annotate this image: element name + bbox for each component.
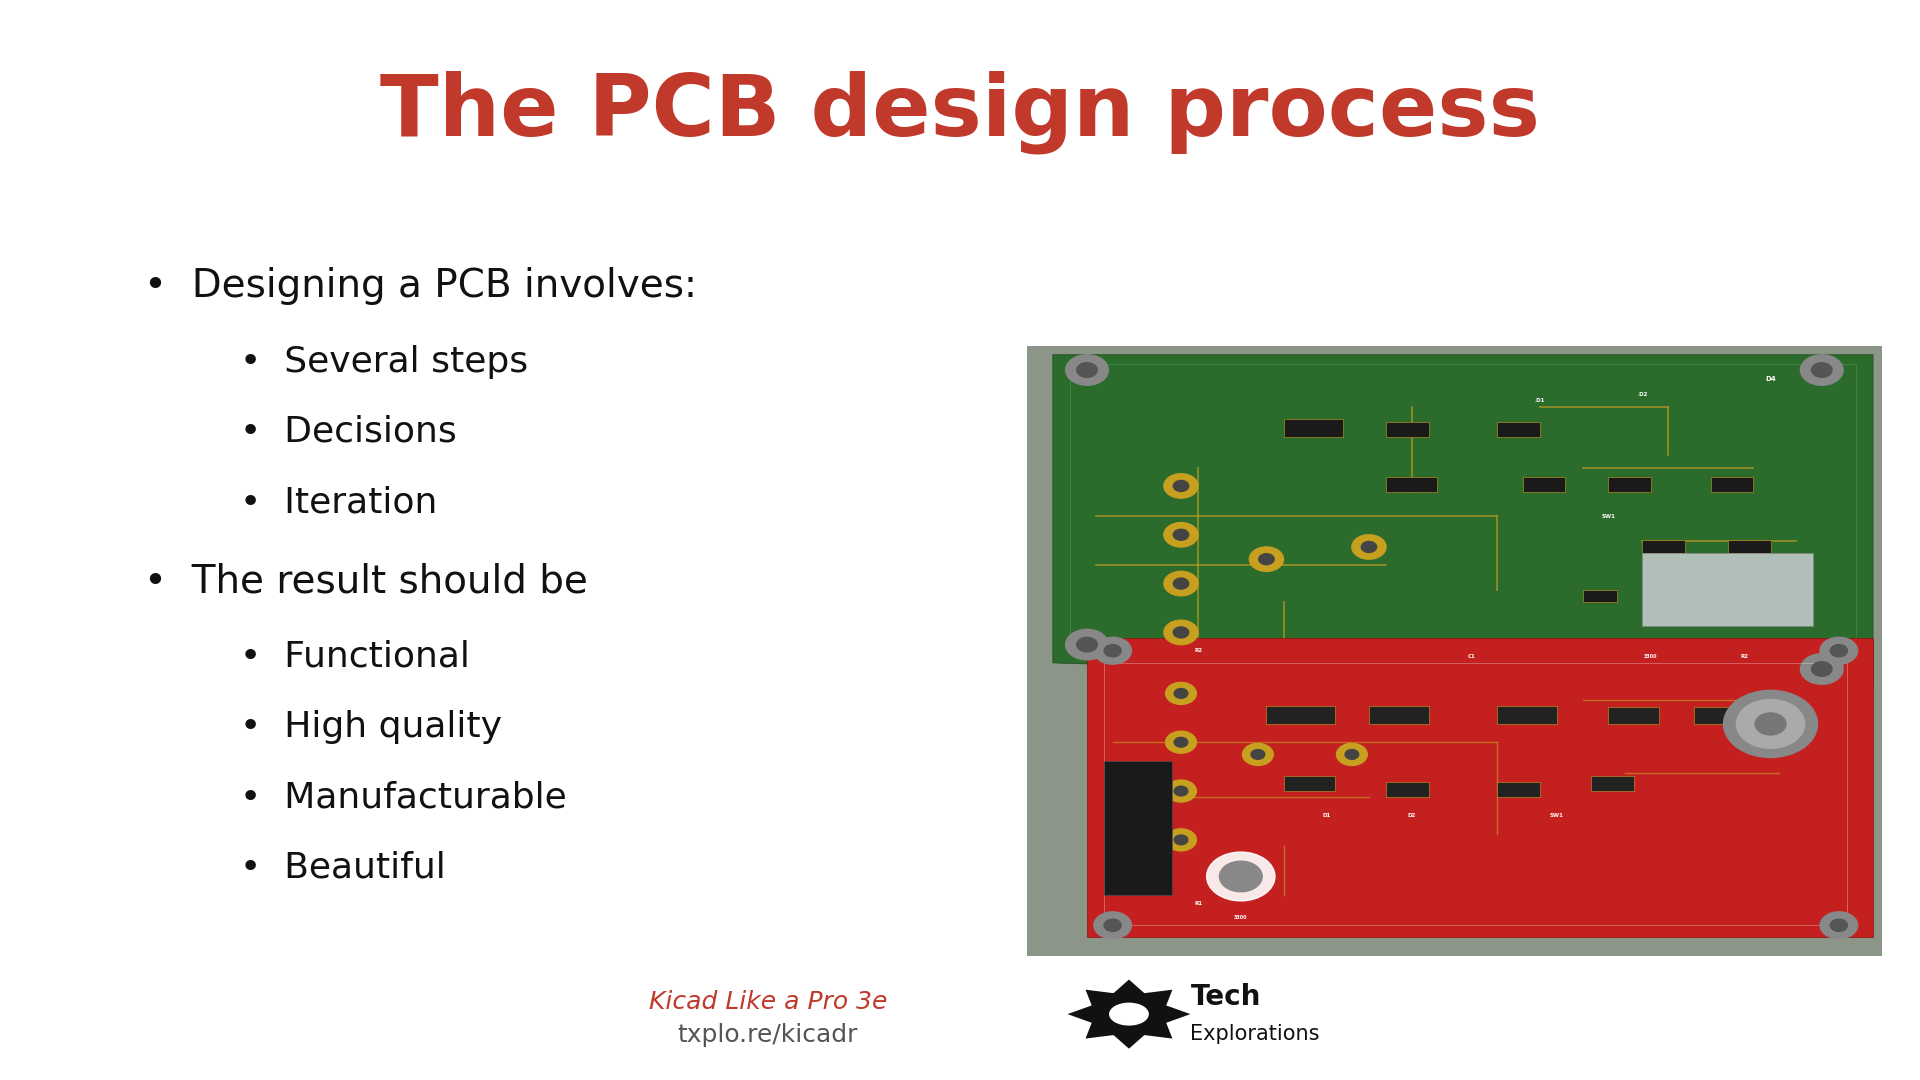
FancyBboxPatch shape <box>1642 540 1686 553</box>
Circle shape <box>1801 354 1843 386</box>
Circle shape <box>1165 731 1196 753</box>
Circle shape <box>1242 743 1273 766</box>
Text: •  Several steps: • Several steps <box>240 345 528 379</box>
Circle shape <box>1164 523 1198 546</box>
Circle shape <box>1820 912 1859 939</box>
FancyBboxPatch shape <box>1711 476 1753 492</box>
Circle shape <box>1094 912 1131 939</box>
Circle shape <box>1175 786 1188 796</box>
FancyBboxPatch shape <box>1283 775 1334 791</box>
Circle shape <box>1336 743 1367 766</box>
Circle shape <box>1812 662 1832 676</box>
Circle shape <box>1812 363 1832 377</box>
Text: 3300: 3300 <box>1644 654 1657 659</box>
Circle shape <box>1164 620 1198 645</box>
Circle shape <box>1361 541 1377 553</box>
Text: R2: R2 <box>1194 648 1202 653</box>
Circle shape <box>1175 689 1188 699</box>
Text: •  Beautiful: • Beautiful <box>240 850 445 885</box>
FancyBboxPatch shape <box>1386 782 1428 797</box>
Text: SW1: SW1 <box>1601 514 1615 519</box>
Circle shape <box>1173 578 1188 589</box>
Circle shape <box>1755 713 1786 734</box>
Text: •  Iteration: • Iteration <box>240 485 438 519</box>
Circle shape <box>1165 683 1196 704</box>
Polygon shape <box>1087 638 1874 937</box>
Text: D1: D1 <box>1323 813 1331 818</box>
FancyBboxPatch shape <box>1104 760 1173 894</box>
Circle shape <box>1173 626 1188 638</box>
Text: D2: D2 <box>1407 813 1415 818</box>
FancyBboxPatch shape <box>1283 419 1344 437</box>
Circle shape <box>1104 919 1121 931</box>
Text: .D1: .D1 <box>1534 399 1546 403</box>
Circle shape <box>1252 750 1265 759</box>
Text: •  Manufacturable: • Manufacturable <box>240 780 566 814</box>
Text: .D2: .D2 <box>1638 392 1647 397</box>
Polygon shape <box>1068 980 1190 1049</box>
FancyBboxPatch shape <box>1642 553 1812 626</box>
Text: •  High quality: • High quality <box>240 710 501 744</box>
Circle shape <box>1164 474 1198 498</box>
Text: •  Decisions: • Decisions <box>240 415 457 449</box>
Text: C1: C1 <box>1467 654 1475 659</box>
FancyBboxPatch shape <box>1609 706 1659 724</box>
Circle shape <box>1066 630 1108 660</box>
Circle shape <box>1830 919 1847 931</box>
Circle shape <box>1173 529 1188 540</box>
Text: R1: R1 <box>1194 902 1202 906</box>
Circle shape <box>1736 700 1805 748</box>
Circle shape <box>1175 835 1188 845</box>
Text: The PCB design process: The PCB design process <box>380 70 1540 153</box>
Text: •  Functional: • Functional <box>240 639 470 674</box>
Circle shape <box>1352 535 1386 559</box>
Circle shape <box>1346 750 1359 759</box>
Text: Kicad Like a Pro 3e: Kicad Like a Pro 3e <box>649 990 887 1014</box>
FancyBboxPatch shape <box>1386 422 1428 437</box>
Circle shape <box>1165 828 1196 851</box>
Circle shape <box>1066 354 1108 386</box>
Text: D4: D4 <box>1764 376 1776 382</box>
FancyBboxPatch shape <box>1498 705 1557 724</box>
Circle shape <box>1173 481 1188 491</box>
FancyBboxPatch shape <box>1369 705 1428 724</box>
Text: Explorations: Explorations <box>1190 1024 1319 1043</box>
Circle shape <box>1104 645 1121 657</box>
Text: 3300: 3300 <box>1235 915 1248 920</box>
Circle shape <box>1110 1003 1148 1025</box>
FancyBboxPatch shape <box>1693 706 1745 724</box>
FancyBboxPatch shape <box>1027 346 1882 956</box>
Circle shape <box>1801 653 1843 685</box>
Text: •  Designing a PCB involves:: • Designing a PCB involves: <box>144 267 697 306</box>
Circle shape <box>1165 780 1196 802</box>
FancyBboxPatch shape <box>1498 422 1540 437</box>
Text: R2: R2 <box>1741 654 1749 659</box>
Circle shape <box>1175 738 1188 747</box>
Circle shape <box>1250 546 1283 571</box>
FancyBboxPatch shape <box>1267 705 1334 724</box>
Text: •  The result should be: • The result should be <box>144 562 588 600</box>
Polygon shape <box>1052 354 1874 687</box>
FancyBboxPatch shape <box>1609 476 1651 492</box>
Circle shape <box>1077 637 1096 652</box>
FancyBboxPatch shape <box>1386 476 1438 492</box>
Circle shape <box>1077 363 1096 377</box>
FancyBboxPatch shape <box>1728 540 1770 553</box>
Circle shape <box>1724 690 1818 757</box>
FancyBboxPatch shape <box>1582 590 1617 602</box>
Circle shape <box>1094 637 1131 664</box>
FancyBboxPatch shape <box>1523 476 1565 492</box>
Circle shape <box>1164 571 1198 596</box>
Circle shape <box>1820 637 1859 664</box>
Circle shape <box>1206 852 1275 901</box>
Text: Tech: Tech <box>1190 983 1261 1011</box>
Text: SW1: SW1 <box>1549 813 1565 818</box>
Circle shape <box>1219 861 1261 892</box>
FancyBboxPatch shape <box>1498 782 1540 797</box>
Text: txplo.re/kicadr: txplo.re/kicadr <box>678 1023 858 1047</box>
FancyBboxPatch shape <box>1592 775 1634 791</box>
Circle shape <box>1260 554 1275 565</box>
Circle shape <box>1830 645 1847 657</box>
